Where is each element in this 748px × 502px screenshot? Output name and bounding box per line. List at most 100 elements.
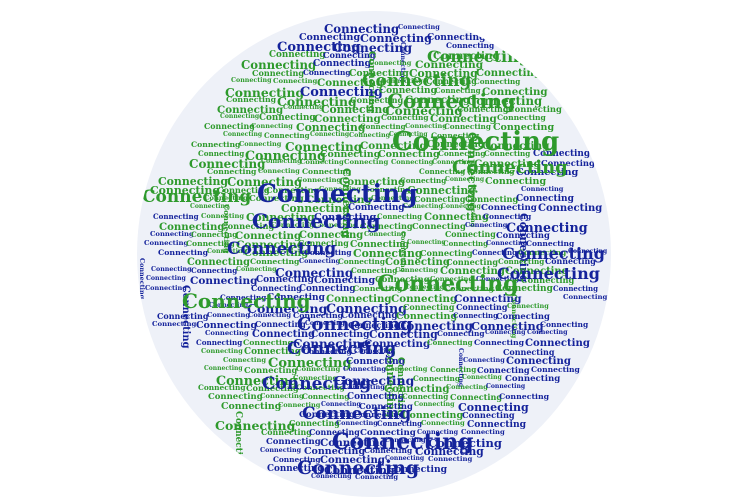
word-cloud-word: Connecting: [402, 410, 464, 421]
word-cloud-word: Connecting: [450, 392, 503, 402]
word-cloud-word: Connecting: [507, 302, 549, 310]
word-cloud-word: Connecting: [252, 68, 305, 78]
word-cloud-word: Connecting: [414, 401, 455, 408]
word-cloud-word: Connecting: [505, 266, 569, 277]
word-cloud-word: Connecting: [452, 157, 568, 178]
word-cloud-word: Connecting: [538, 203, 603, 214]
word-cloud-word: Connecting: [499, 392, 550, 401]
word-cloud-word: Connecting: [384, 383, 450, 395]
word-cloud-word: Connecting: [244, 248, 309, 259]
word-cloud-word: Connecting: [430, 365, 477, 374]
word-cloud-word: Connecting: [303, 347, 352, 356]
word-cloud-word: Connecting: [407, 239, 446, 246]
word-cloud-word: Connecting: [191, 140, 241, 149]
word-cloud-word: Connecting: [302, 167, 351, 176]
word-cloud-word: Connecting: [298, 239, 349, 248]
word-cloud-word: Connecting: [465, 194, 519, 204]
word-cloud-word: Connecting: [389, 131, 428, 138]
word-cloud-word: Connecting: [268, 356, 352, 371]
word-cloud-word: Connecting: [341, 311, 398, 321]
globe-shape: Connecting Connecting Connecting Connecting…: [137, 11, 611, 497]
word-cloud-word: Connecting: [467, 419, 527, 430]
word-cloud-word: Connecting: [348, 320, 400, 330]
word-cloud-word: Connecting: [262, 374, 372, 394]
word-cloud-word: Connecting: [467, 94, 543, 108]
word-cloud-word: Connecting: [309, 428, 360, 437]
word-cloud-word: Connecting: [223, 131, 263, 138]
word-cloud-word: Connecting: [198, 383, 246, 392]
word-cloud-word: Connecting: [381, 77, 423, 85]
word-cloud-word: Connecting: [299, 230, 364, 241]
word-cloud-word: Connecting: [419, 167, 466, 176]
word-cloud-word: Connecting: [283, 104, 324, 111]
word-cloud-word: Connecting: [481, 203, 537, 213]
word-cloud-word: Connecting: [405, 284, 445, 291]
word-cloud-word: Connecting: [236, 266, 277, 273]
word-cloud-word: Connecting: [505, 374, 561, 384]
word-cloud-word: Connecting: [360, 122, 406, 131]
word-cloud-word: Connecting: [204, 365, 243, 372]
word-cloud-word: Connecting: [321, 103, 390, 116]
word-cloud-word: Connecting: [281, 202, 350, 215]
word-cloud-word: Connecting: [420, 248, 473, 258]
word-cloud-word: Connecting: [252, 209, 381, 233]
word-cloud-word: Connecting: [531, 365, 580, 374]
word-cloud-word: Connecting: [239, 140, 282, 148]
word-cloud-word: Connecting: [527, 329, 568, 336]
word-cloud-word: Connecting: [377, 419, 423, 428]
word-cloud-word: Connecting: [350, 239, 410, 250]
word-cloud-word: Connecting: [250, 257, 300, 266]
word-cloud-word: Connecting: [371, 194, 415, 202]
word-cloud-word: Connecting: [525, 338, 590, 349]
word-cloud-word: Connecting: [241, 58, 317, 72]
word-cloud-word: Connecting: [338, 257, 385, 266]
word-cloud-word: Connecting: [207, 248, 247, 255]
word-cloud-word: Connecting: [443, 239, 489, 248]
word-cloud-word: Connecting: [426, 77, 477, 86]
word-cloud-word: Connecting: [248, 311, 292, 319]
word-cloud-word: Connecting: [187, 257, 250, 268]
word-cloud-word: Connecting: [403, 302, 455, 312]
word-cloud-word: Connecting: [299, 410, 355, 420]
word-cloud-word: Connecting: [267, 464, 324, 474]
word-cloud-word: Connecting: [433, 50, 500, 62]
word-cloud-word: Connecting: [485, 176, 547, 187]
word-cloud-word: Connecting: [541, 158, 595, 168]
word-cloud-word: Connecting: [277, 40, 361, 55]
word-cloud-word: Connecting: [508, 104, 562, 114]
word-cloud-word: Connecting: [463, 356, 505, 364]
word-cloud-word: Connecting: [360, 31, 432, 45]
word-cloud-word: Connecting: [392, 127, 560, 157]
word-cloud-word: Connecting: [351, 266, 398, 275]
word-cloud-word: Connecting: [349, 68, 409, 79]
word-cloud-word: Connecting: [334, 373, 415, 388]
word-cloud-word: Connecting: [227, 239, 337, 259]
word-cloud-word: Connecting: [320, 455, 385, 466]
word-cloud-word: Connecting: [563, 293, 608, 301]
word-cloud-word: Connecting: [216, 373, 298, 388]
word-cloud-word: Connecting: [431, 131, 480, 140]
word-cloud-word: Connecting: [277, 94, 357, 109]
word-cloud-word: Connecting: [474, 338, 525, 347]
word-cloud-word: Connecting: [359, 401, 413, 411]
word-cloud-word: Connecting: [486, 239, 528, 247]
word-cloud-word: Connecting: [427, 47, 530, 66]
word-cloud-word: Connecting: [226, 95, 277, 104]
word-cloud-word: Connecting: [302, 404, 412, 424]
word-cloud-word: Connecting: [485, 329, 526, 336]
word-cloud-word: Connecting: [220, 113, 260, 120]
word-cloud-word: Connecting: [278, 401, 321, 409]
word-cloud-word: Connecting: [321, 401, 361, 408]
word-cloud-word: Connecting: [297, 314, 413, 335]
word-cloud-word: Connecting: [364, 185, 411, 194]
word-cloud-word: Connecting: [476, 68, 541, 79]
word-cloud-word: Connecting: [300, 85, 383, 100]
word-cloud-word: Connecting: [186, 239, 235, 248]
word-cloud-word: Connecting: [258, 167, 300, 175]
word-cloud-word: Connecting: [521, 185, 564, 193]
word-cloud-word: Connecting: [364, 446, 413, 455]
word-cloud-word: Connecting: [503, 347, 555, 357]
word-cloud-word: Connecting: [293, 337, 370, 351]
word-cloud-word: Connecting: [251, 284, 302, 293]
word-cloud-word: Connecting: [428, 436, 502, 450]
